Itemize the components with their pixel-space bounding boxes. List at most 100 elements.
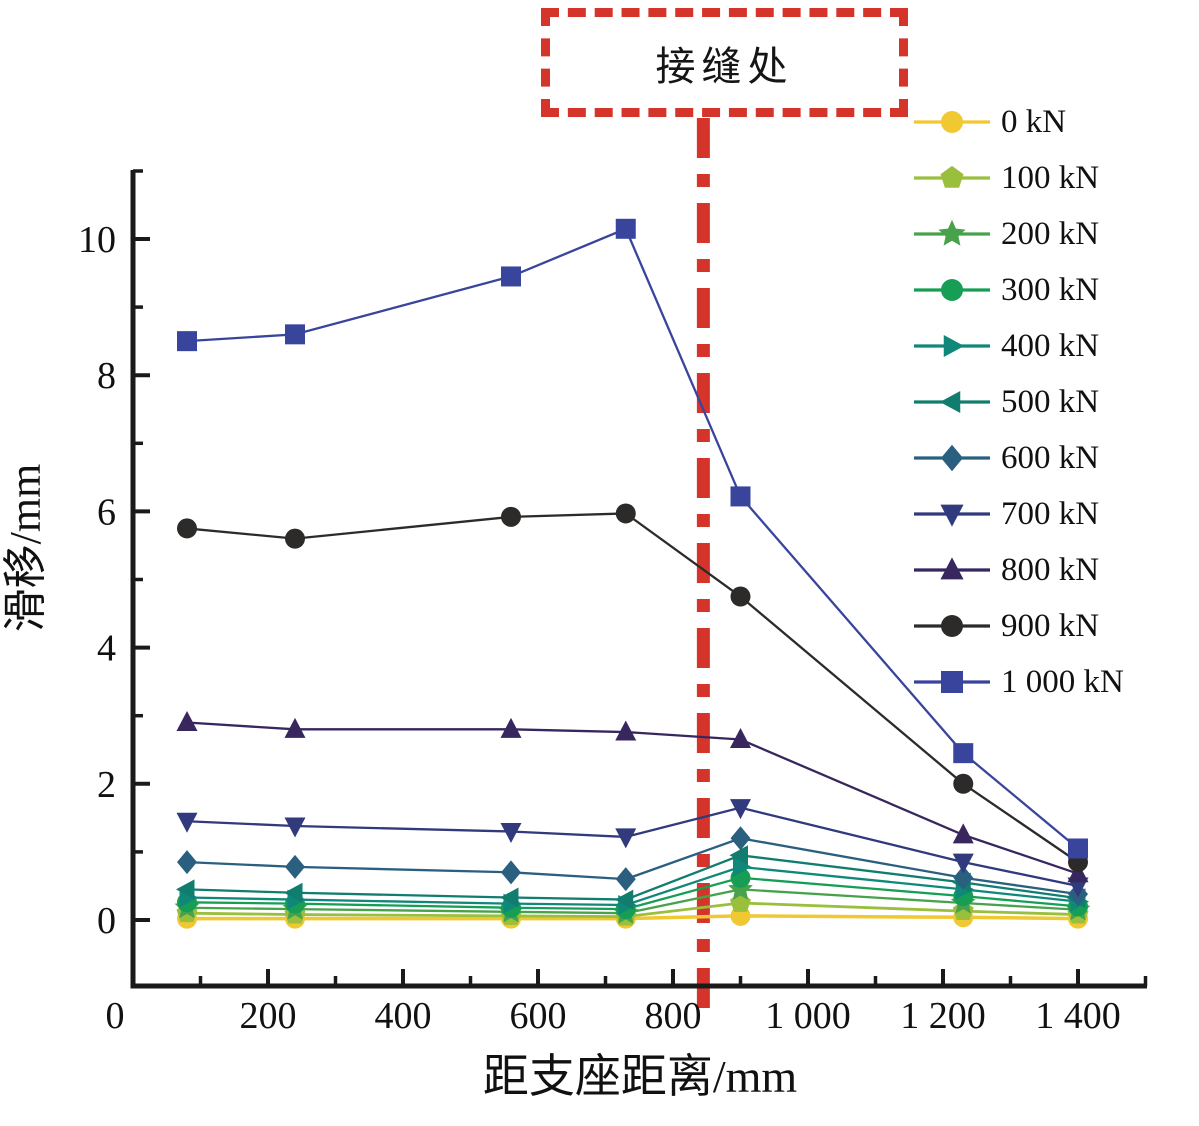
series-marker-square — [1068, 838, 1088, 859]
legend-marker-triangle-down-icon — [914, 504, 990, 527]
series-marker-triangle-left — [284, 882, 303, 903]
series-marker-triangle-left — [614, 889, 634, 910]
series-marker-circle — [501, 506, 521, 527]
legend-label: 0 kN — [1001, 103, 1067, 140]
legend-marker-triangle-right-icon — [914, 335, 990, 357]
y-tick-label: 6 — [97, 491, 116, 533]
legend-label: 300 kN — [1001, 271, 1100, 308]
series-marker-square — [501, 266, 521, 287]
series-marker-triangle-down — [500, 822, 522, 843]
series-marker-triangle-up — [1067, 862, 1089, 883]
y-tick-label: 10 — [78, 219, 116, 261]
joint-annotation-box: 接缝处 — [541, 8, 908, 117]
series-marker-diamond — [953, 865, 974, 890]
series-marker-square — [177, 331, 197, 352]
x-tick-label: 200 — [240, 995, 297, 1037]
series-marker-diamond — [285, 854, 305, 879]
legend-label: 1 000 kN — [1001, 663, 1124, 700]
legend-marker-triangle-up-icon — [914, 557, 990, 580]
y-axis-title: 滑移/mm — [1, 464, 50, 633]
legend-label: 500 kN — [1001, 383, 1100, 420]
legend-marker — [941, 111, 963, 133]
legend-label: 600 kN — [1001, 439, 1100, 476]
legend-item: 900 kN — [912, 598, 1124, 654]
legend-marker — [938, 219, 966, 246]
series-marker-square — [285, 324, 305, 345]
series-line — [186, 721, 1079, 875]
series-marker-square — [730, 486, 751, 507]
series-marker-circle — [615, 503, 636, 524]
axes: 0 200 400 600 800 1 000 1 200 1 400 0 2 4 6 8 10 — [78, 169, 1148, 1037]
series-800kN — [176, 711, 1089, 883]
legend-item: 1 000 kN — [912, 654, 1124, 710]
x-tick-label: 600 — [510, 995, 567, 1037]
legend-item: 500 kN — [912, 374, 1124, 430]
legend-item: 200 kN — [912, 206, 1124, 262]
series-marker-triangle-down — [284, 817, 306, 838]
series-600kN — [177, 826, 1088, 907]
legend-marker-circle-icon — [914, 615, 990, 637]
legend-label: 700 kN — [1001, 495, 1100, 532]
legend-label: 100 kN — [1001, 159, 1100, 196]
legend-marker — [941, 279, 963, 301]
series-marker-triangle-up — [730, 728, 751, 749]
legend-item: 800 kN — [912, 542, 1124, 598]
legend-item: 300 kN — [912, 262, 1124, 318]
x-tick-label: 1 200 — [900, 995, 986, 1037]
series-marker-triangle-up — [284, 717, 306, 738]
legend-label: 900 kN — [1001, 607, 1100, 644]
series-marker-triangle-left — [729, 845, 748, 866]
series-marker-circle — [953, 773, 974, 794]
legend-label: 200 kN — [1001, 215, 1100, 252]
legend-marker-circle-icon — [914, 279, 990, 301]
legend-item: 400 kN — [912, 318, 1124, 374]
y-tick-label: 2 — [97, 764, 116, 806]
y-tick-label: 0 — [97, 900, 116, 942]
series-700kN — [176, 799, 1089, 898]
series-marker-triangle-right — [733, 856, 752, 877]
series-400kN — [179, 856, 1089, 916]
series-marker-triangle-up — [952, 823, 974, 844]
legend-marker — [943, 335, 965, 357]
legend-marker-square-icon — [914, 671, 990, 693]
series-line — [186, 837, 1079, 896]
legend-marker — [941, 615, 963, 637]
series-marker-circle — [177, 518, 197, 539]
legend-marker — [941, 671, 963, 693]
joint-annotation-label: 接缝处 — [655, 43, 794, 89]
series-marker-triangle-up — [176, 711, 198, 732]
series-marker-diamond — [177, 850, 197, 875]
x-tick-label: 1 400 — [1035, 995, 1121, 1037]
legend-label: 400 kN — [1001, 327, 1100, 364]
x-tick-label: 1 000 — [765, 995, 851, 1037]
legend: 0 kN 100 kN 200 kN 300 kN 400 kN 500 kN 600 kN… — [912, 94, 1124, 710]
legend-marker-circle-icon — [914, 111, 990, 133]
series-marker-triangle-left — [500, 887, 519, 908]
series-marker-triangle-down — [952, 853, 974, 874]
series-marker-triangle-down — [1067, 877, 1089, 898]
legend-item: 600 kN — [912, 430, 1124, 486]
series-marker-diamond — [615, 867, 636, 892]
legend-marker-pentagon-icon — [914, 165, 990, 188]
x-tick-label: 400 — [375, 995, 432, 1037]
legend-marker — [940, 557, 964, 580]
series-marker-square — [615, 218, 636, 239]
series-marker-star — [728, 876, 753, 900]
series-marker-triangle-up — [500, 717, 522, 738]
legend-marker-diamond-icon — [914, 444, 990, 472]
legend-marker-star-icon — [914, 219, 990, 246]
series-marker-triangle-down — [730, 799, 751, 820]
x-axis-title: 距支座距离/mm — [483, 1051, 798, 1102]
legend-item: 0 kN — [912, 94, 1124, 150]
x-tick-label: 0 — [106, 995, 125, 1037]
legend-marker — [940, 165, 964, 188]
legend-marker — [940, 504, 964, 527]
legend-marker — [941, 444, 963, 472]
legend-marker — [939, 391, 961, 413]
series-group — [174, 218, 1091, 929]
y-tick-label: 4 — [97, 628, 116, 670]
series-marker-triangle-down — [176, 812, 198, 833]
legend-item: 100 kN — [912, 150, 1124, 206]
